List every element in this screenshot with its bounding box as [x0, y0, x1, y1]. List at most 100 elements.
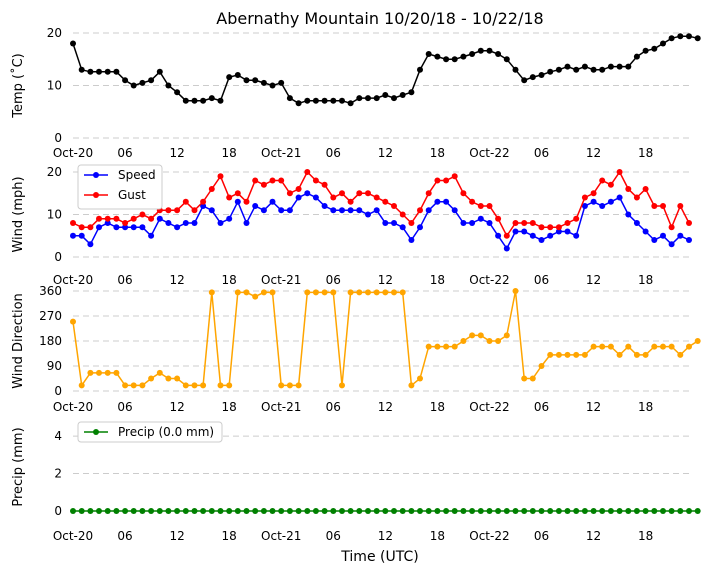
temp-data-point — [252, 77, 259, 84]
wind-data-point — [87, 224, 94, 231]
wind-x-tick-label: 12 — [378, 273, 393, 287]
precip-series-precip — [70, 508, 701, 514]
precip-data-point — [521, 508, 528, 514]
wdir-data-point — [165, 375, 172, 382]
wind-data-point — [87, 241, 94, 248]
wind-data-point — [434, 177, 441, 184]
wind-data-point — [130, 224, 137, 231]
wdir-data-point — [503, 332, 510, 339]
temp-data-point — [356, 95, 363, 102]
temp-data-point — [503, 56, 510, 63]
wind-data-point — [304, 190, 311, 197]
wind-data-point — [104, 215, 111, 222]
wind-data-point — [312, 177, 319, 184]
wdir-data-point — [495, 338, 502, 344]
wind-data-point — [677, 203, 684, 209]
temp-data-point — [78, 66, 85, 73]
wind-x-tick-label: 12 — [586, 273, 601, 287]
precip-data-point — [391, 508, 397, 514]
wind-data-point — [451, 173, 458, 180]
wind-data-point — [668, 241, 675, 248]
precip-x-tick-label: 06 — [117, 529, 132, 543]
wind-data-point — [139, 211, 146, 218]
precip-data-point — [226, 508, 233, 514]
wdir-data-point — [512, 288, 519, 294]
wdir-data-point — [269, 289, 276, 296]
wind-data-point — [70, 220, 76, 226]
wdir-data-point — [174, 375, 181, 382]
wdir-data-point — [148, 375, 155, 382]
temp-data-point — [191, 97, 198, 104]
temp-data-point — [321, 97, 328, 104]
temp-data-point — [573, 66, 580, 73]
wind-data-point — [555, 224, 562, 231]
wdir-y-tick-label: 0 — [54, 384, 62, 398]
precip-x-tick-label: Oct-22 — [469, 529, 509, 543]
precip-data-point — [486, 508, 493, 514]
wind-data-point — [434, 198, 441, 205]
wdir-x-tick-label: Oct-21 — [261, 400, 301, 414]
wind-data-point — [538, 237, 545, 243]
wind-data-point — [425, 207, 432, 214]
wdir-data-point — [208, 289, 215, 296]
wind-data-point — [278, 177, 285, 184]
wdir-data-point — [87, 369, 94, 376]
wind-data-point — [200, 203, 207, 209]
wind-data-point — [616, 194, 623, 201]
wdir-data-point — [312, 289, 319, 296]
precip-y-tick-label: 2 — [54, 467, 62, 481]
temp-data-point — [391, 95, 397, 102]
precip-y-axis-label: Precip (mm) — [11, 427, 26, 506]
wind-data-point — [174, 207, 181, 214]
wdir-data-point — [573, 351, 580, 358]
precip-data-point — [165, 508, 172, 514]
wdir-data-point — [581, 351, 588, 358]
wdir-data-point — [633, 351, 640, 358]
temp-data-point — [148, 77, 155, 84]
wdir-data-point — [417, 375, 423, 382]
temp-data-point — [208, 95, 215, 102]
temp-data-point — [278, 79, 285, 86]
wind-data-point — [356, 207, 363, 214]
wind-data-point — [660, 232, 666, 239]
precip-data-point — [590, 508, 597, 514]
temp-data-point — [633, 53, 640, 60]
temp-data-point — [521, 77, 528, 84]
wind-data-point — [521, 220, 528, 226]
precip-data-point — [469, 508, 476, 514]
precip-data-point — [477, 508, 484, 514]
temp-data-point — [104, 68, 111, 75]
wdir-series-direction — [70, 288, 701, 389]
wind-data-point — [495, 232, 502, 239]
temp-x-tick-label: 12 — [169, 146, 184, 160]
wind-data-point — [625, 186, 632, 192]
temp-x-tick-label: 12 — [586, 146, 601, 160]
wind-x-tick-label: Oct-22 — [469, 273, 509, 287]
wdir-data-point — [234, 289, 241, 296]
temp-x-tick-label: 06 — [117, 146, 132, 160]
wind-data-point — [252, 203, 259, 209]
wind-data-point — [599, 177, 606, 184]
wdir-panel: 0 90 180 270 360 Wind Direction Oct-20 06 12 18 Oc… — [11, 284, 701, 414]
precip-data-point — [312, 508, 319, 514]
wind-data-point — [651, 237, 658, 243]
temp-data-point — [694, 35, 701, 42]
wind-data-point — [78, 232, 85, 239]
wind-data-point — [191, 207, 198, 214]
wind-data-point — [417, 207, 423, 214]
wdir-data-point — [130, 382, 137, 389]
temp-data-point — [642, 47, 649, 54]
wind-data-point — [573, 232, 580, 239]
wdir-data-point — [564, 351, 571, 358]
wdir-data-point — [668, 343, 675, 350]
temp-data-point — [512, 66, 519, 73]
wind-data-point — [425, 190, 432, 197]
wind-data-point — [495, 215, 502, 222]
temp-data-point — [226, 74, 233, 81]
wind-data-point — [529, 220, 536, 226]
wind-x-tick-label: Oct-20 — [53, 273, 93, 287]
wdir-x-tick-label: 06 — [117, 400, 132, 414]
precip-y-tick-label: 4 — [54, 429, 62, 443]
wind-data-point — [651, 203, 658, 209]
temp-series-temp — [70, 33, 701, 107]
